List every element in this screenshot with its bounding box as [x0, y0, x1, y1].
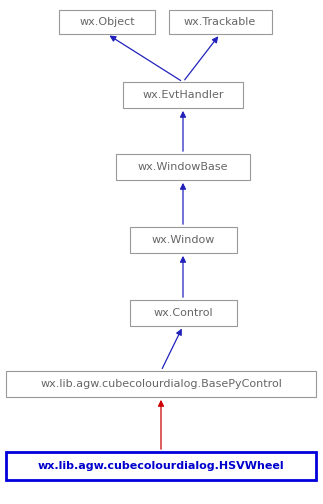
FancyBboxPatch shape	[130, 300, 236, 326]
Text: wx.lib.agw.cubecolourdialog.BasePyControl: wx.lib.agw.cubecolourdialog.BasePyContro…	[40, 379, 282, 389]
Text: wx.Control: wx.Control	[153, 308, 213, 318]
Text: wx.Window: wx.Window	[151, 235, 215, 245]
FancyBboxPatch shape	[123, 82, 243, 108]
FancyBboxPatch shape	[6, 371, 316, 397]
FancyBboxPatch shape	[59, 10, 155, 34]
Text: wx.EvtHandler: wx.EvtHandler	[142, 90, 224, 100]
Text: wx.Object: wx.Object	[79, 17, 135, 27]
Text: wx.lib.agw.cubecolourdialog.HSVWheel: wx.lib.agw.cubecolourdialog.HSVWheel	[38, 461, 284, 471]
FancyBboxPatch shape	[116, 154, 250, 180]
FancyBboxPatch shape	[130, 227, 236, 253]
Text: wx.Trackable: wx.Trackable	[184, 17, 256, 27]
Text: wx.WindowBase: wx.WindowBase	[138, 162, 228, 172]
FancyBboxPatch shape	[169, 10, 272, 34]
FancyBboxPatch shape	[6, 452, 316, 480]
